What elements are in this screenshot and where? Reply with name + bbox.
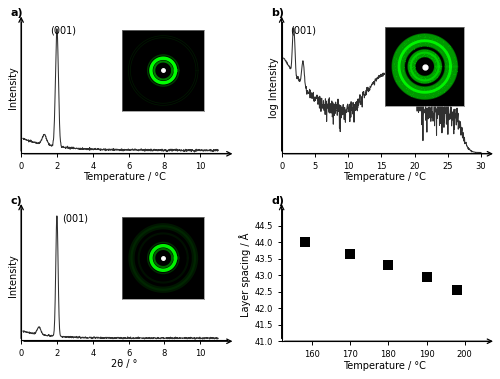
- Y-axis label: Intensity: Intensity: [8, 66, 18, 109]
- Y-axis label: Intensity: Intensity: [8, 254, 18, 296]
- Text: d): d): [272, 196, 284, 206]
- X-axis label: Temperature / °C: Temperature / °C: [82, 172, 166, 182]
- Y-axis label: Layer spacing / Å: Layer spacing / Å: [240, 233, 252, 317]
- X-axis label: 2θ / °: 2θ / °: [111, 359, 138, 370]
- Text: (001): (001): [62, 213, 88, 223]
- Text: halo: halo: [389, 98, 412, 108]
- Point: [300, 239, 308, 245]
- X-axis label: Temperature / °C: Temperature / °C: [343, 361, 426, 371]
- Text: (001): (001): [290, 25, 316, 36]
- Point: [422, 274, 430, 280]
- X-axis label: Temperature / °C: Temperature / °C: [343, 172, 426, 182]
- Text: b): b): [272, 8, 284, 19]
- Point: [453, 287, 461, 293]
- Text: c): c): [11, 196, 22, 206]
- Point: [346, 251, 354, 257]
- Point: [384, 262, 392, 268]
- Text: a): a): [11, 8, 24, 19]
- Text: (001): (001): [50, 25, 76, 36]
- Y-axis label: log Intensity: log Intensity: [269, 57, 279, 118]
